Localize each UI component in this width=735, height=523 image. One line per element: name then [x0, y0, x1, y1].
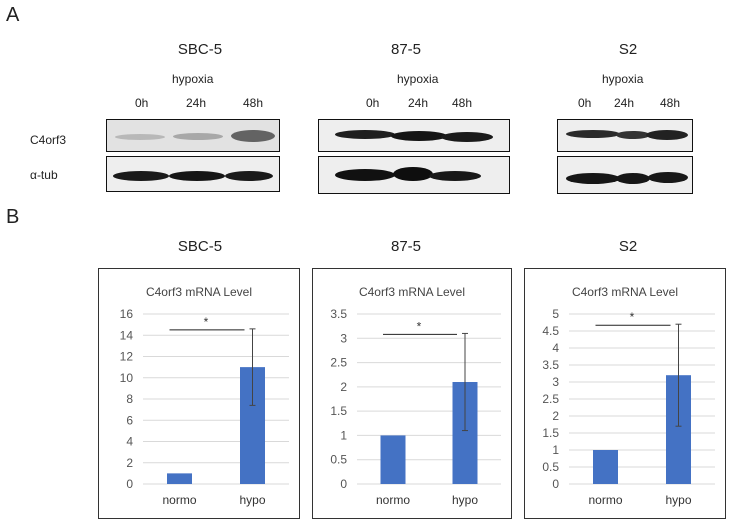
blot-band [393, 167, 433, 181]
y-tick-label: 0.5 [330, 453, 347, 467]
y-tick-label: 2 [552, 409, 559, 423]
bar-normo [593, 450, 618, 484]
y-tick-label: 0 [340, 477, 347, 491]
blot-band [441, 132, 493, 142]
panel-a-letter: A [6, 4, 20, 26]
significance-marker: * [204, 315, 209, 329]
blot-sbc5-c4orf3 [106, 119, 280, 152]
blot-band [648, 172, 688, 183]
blot-title-sbc5: SBC-5 [177, 41, 223, 58]
bar-normo [380, 435, 406, 484]
timepoint-label: 24h [186, 96, 207, 110]
x-category-label: normo [376, 493, 410, 507]
timepoint-label: 0h [135, 96, 149, 110]
chart-title: C4orf3 mRNA Level [145, 285, 253, 299]
y-tick-label: 4 [126, 435, 133, 449]
blot-s2-c4orf3 [557, 119, 693, 152]
y-tick-label: 1 [552, 443, 559, 457]
y-tick-label: 5 [552, 307, 559, 321]
x-category-label: hypo [239, 493, 265, 507]
y-tick-label: 10 [120, 371, 134, 385]
blot-band [231, 130, 275, 142]
chart-plot-87-5: 0 0.5 1 1.5 2 2.5 3 3.5 normo hypo * [330, 307, 501, 507]
timepoint-label: 0h [578, 96, 592, 110]
x-category-label: hypo [452, 493, 478, 507]
blot-band [225, 171, 273, 181]
timepoint-label: 48h [243, 96, 264, 110]
y-tick-label: 8 [126, 392, 133, 406]
y-tick-label: 4 [552, 341, 559, 355]
significance-marker: * [630, 310, 635, 324]
blot-title-s2: S2 [618, 41, 638, 58]
chart-plot-s2: 0 0.5 1 1.5 2 2.5 3 3.5 4 4.5 5 normo hypo * [542, 307, 715, 507]
chart-title: C4orf3 mRNA Level [571, 285, 679, 299]
blot-band [115, 134, 165, 140]
row-label-c4orf3: C4orf3 [30, 133, 67, 147]
timepoint-label: 48h [452, 96, 473, 110]
row-label-alpha-tub: α-tub [30, 168, 58, 182]
blot-band [113, 171, 169, 181]
y-tick-label: 2 [126, 456, 133, 470]
panel-b-letter: B [6, 206, 20, 228]
chart-sbc5: C4orf3 mRNA Level 0 2 4 6 8 10 12 14 16 normo hypo… [98, 268, 300, 519]
blot-band [169, 171, 225, 181]
chart-cell-title-87-5: 87-5 [390, 238, 422, 255]
y-tick-label: 4.5 [542, 324, 559, 338]
y-tick-label: 2.5 [330, 356, 347, 370]
x-category-label: normo [162, 493, 196, 507]
chart-cell-title-sbc5: SBC-5 [177, 238, 223, 255]
y-tick-label: 14 [120, 328, 134, 342]
hypoxia-label-s2: hypoxia [602, 72, 644, 86]
timepoint-label: 24h [614, 96, 635, 110]
bar-normo [167, 473, 192, 484]
timepoint-label: 0h [366, 96, 380, 110]
y-tick-label: 2 [340, 380, 347, 394]
chart-s2: C4orf3 mRNA Level 0 0.5 1 1.5 2 2.5 3 3.5 4 4.5 5 n… [524, 268, 726, 519]
y-tick-label: 3 [340, 331, 347, 345]
blot-band [616, 131, 650, 139]
y-tick-label: 1.5 [542, 426, 559, 440]
chart-title: C4orf3 mRNA Level [358, 285, 466, 299]
blot-87-5-tubulin [318, 156, 510, 194]
blot-band [566, 173, 620, 184]
blot-band [335, 130, 395, 139]
blot-title-87-5: 87-5 [390, 41, 422, 58]
hypoxia-label-sbc5: hypoxia [172, 72, 214, 86]
timepoint-label: 48h [660, 96, 681, 110]
blot-band [616, 173, 650, 184]
y-tick-label: 3 [552, 375, 559, 389]
x-category-label: normo [588, 493, 622, 507]
y-tick-label: 16 [120, 307, 134, 321]
y-tick-label: 6 [126, 413, 133, 427]
blot-band [173, 133, 223, 140]
y-tick-label: 1.5 [330, 404, 347, 418]
blot-band [391, 131, 447, 141]
blot-band [566, 130, 620, 138]
significance-marker: * [417, 319, 422, 333]
blot-band [646, 130, 688, 140]
blot-sbc5-tubulin [106, 156, 280, 192]
y-tick-label: 12 [120, 350, 134, 364]
timepoint-label: 24h [408, 96, 429, 110]
blot-87-5-c4orf3 [318, 119, 510, 152]
blot-s2-tubulin [557, 156, 693, 194]
y-tick-label: 0 [552, 477, 559, 491]
y-tick-label: 0.5 [542, 460, 559, 474]
chart-cell-title-s2: S2 [618, 238, 638, 255]
y-tick-label: 2.5 [542, 392, 559, 406]
y-tick-label: 3.5 [330, 307, 347, 321]
x-category-label: hypo [665, 493, 691, 507]
hypoxia-label-87-5: hypoxia [397, 72, 439, 86]
y-tick-label: 3.5 [542, 358, 559, 372]
chart-87-5: C4orf3 mRNA Level 0 0.5 1 1.5 2 2.5 3 3.5 normo h… [312, 268, 512, 519]
y-tick-label: 0 [126, 477, 133, 491]
blot-band [429, 171, 481, 181]
y-tick-label: 1 [340, 428, 347, 442]
blot-band [335, 169, 395, 181]
chart-plot-sbc5: 0 2 4 6 8 10 12 14 16 normo hypo * [120, 307, 289, 507]
